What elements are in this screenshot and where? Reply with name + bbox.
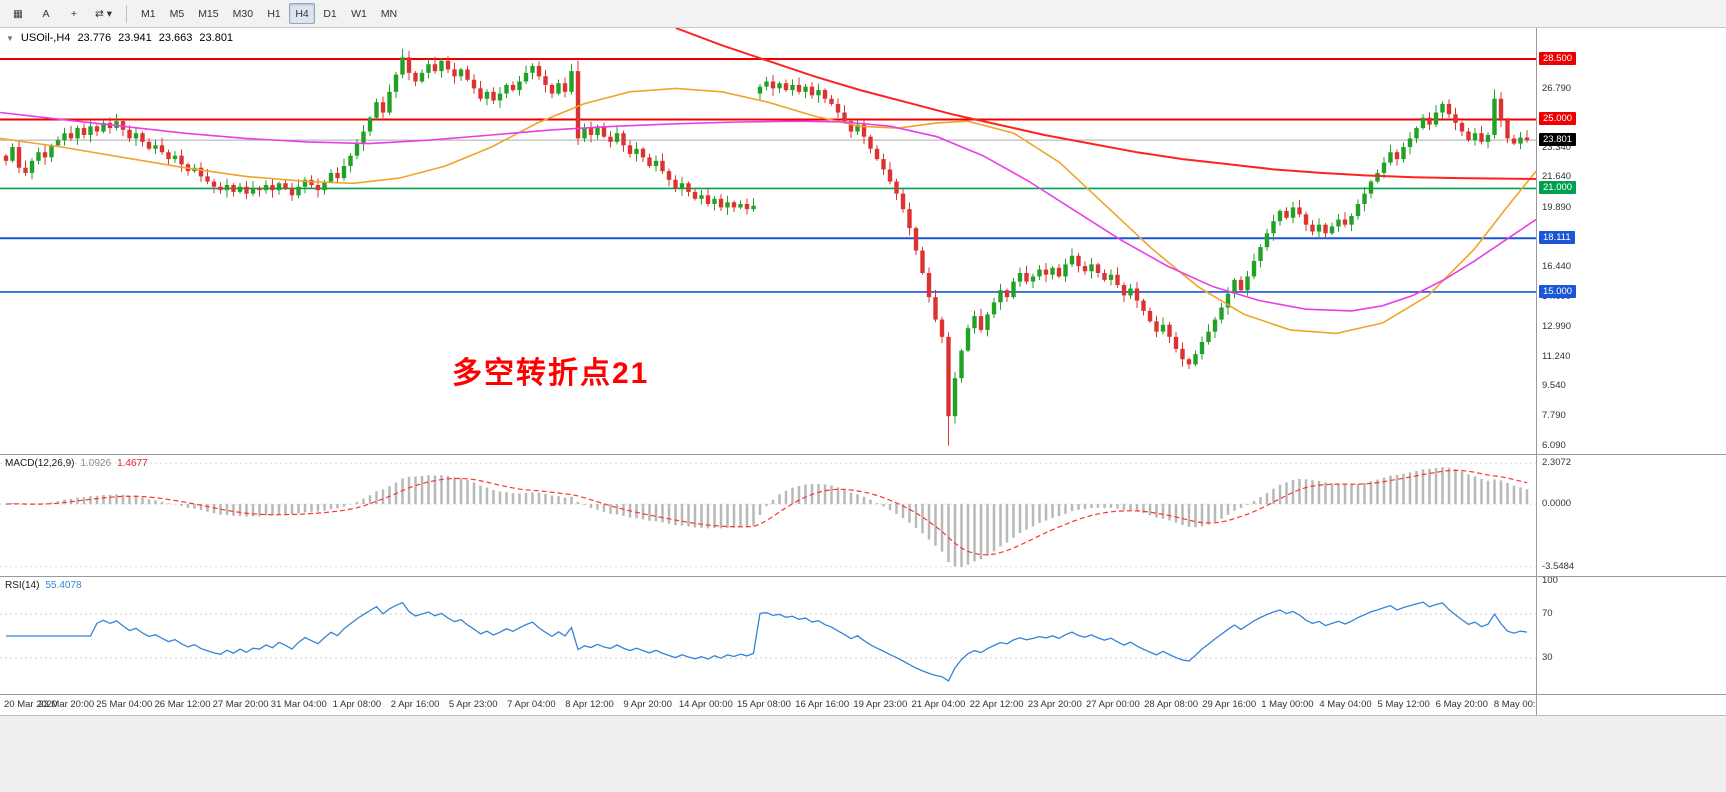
ma-fast-orange [0,87,1536,335]
charts-grid-icon[interactable]: ▦ [13,7,23,20]
axis-tick: 26.790 [1542,82,1572,94]
axis-tick: 19.890 [1542,201,1572,213]
time-axis-label: 5 Apr 23:00 [448,699,498,710]
price-badge: 28.500 [1539,52,1577,66]
price-badge: 15.000 [1539,285,1577,298]
ma-slow-red [675,28,1536,180]
axis-tick: 6.090 [1542,439,1566,451]
price-axis-border [1536,28,1537,715]
ohlc-high: 23.941 [118,32,152,44]
axis-tick: 12.990 [1542,320,1572,332]
ma-mid-magenta [0,111,1536,312]
symbol-header: ▼ USOil-,H4 23.776 23.941 23.663 23.801 [6,32,233,44]
rsi-canvas [0,601,1536,682]
macd-panel[interactable]: MACD(12,26,9) 1.0926 1.4677 [0,455,1536,577]
crosshair-tool[interactable]: + [70,7,78,20]
macd-canvas [0,462,1536,568]
macd-header: MACD(12,26,9) 1.0926 1.4677 [5,458,148,469]
price-badge: 25.000 [1539,112,1577,126]
time-axis-label: 27 Mar 20:00 [212,699,269,710]
axis-tick: 100 [1542,575,1558,586]
axis-tick: 7.790 [1542,410,1566,422]
macd-label: MACD(12,26,9) [5,458,75,469]
axis-tick: 11.240 [1542,350,1571,362]
time-axis-label: 20 Mar 2020 [4,699,58,710]
axis-tick: 9.540 [1542,380,1566,392]
timeframe-h4[interactable]: H4 [289,3,316,24]
macd-main-value: 1.0926 [80,458,112,469]
axis-tick: 30 [1542,652,1553,663]
macd-signal-value: 1.4677 [117,458,148,469]
time-axis-label: 7 Apr 04:00 [507,699,556,710]
timeframe-mn[interactable]: MN [380,7,398,20]
axis-tick: 23.340 [1542,142,1572,154]
axis-tick: 16.440 [1542,261,1572,273]
time-axis-label: 2 Apr 16:00 [390,699,440,710]
time-axis-label: 6 May 20:00 [1435,699,1488,710]
axis-tick: -3.5484 [1542,560,1575,572]
objects-dropdown[interactable]: ⇄ ▾ [95,7,112,20]
rsi-label: RSI(14) [5,580,40,591]
ohlc-close: 23.801 [199,32,234,44]
rsi-header: RSI(14) 55.4078 [5,580,82,591]
rsi-value: 55.4078 [45,580,82,591]
time-axis-label: 8 Apr 12:00 [565,699,614,710]
time-axis-label: 31 Mar 04:00 [270,699,327,710]
time-axis-label: 4 May 04:00 [1319,699,1372,710]
panel-separator [0,694,1726,695]
main-chart-panel[interactable]: ▼ USOil-,H4 23.776 23.941 23.663 23.801 … [0,28,1536,455]
time-axis-label: 16 Apr 16:00 [795,699,850,710]
rsi-panel[interactable]: RSI(14) 55.4078 [0,577,1536,695]
axis-tick: 21.640 [1542,171,1572,183]
text-label-tool[interactable]: A [42,7,50,20]
axis-tick: 0.0000 [1542,498,1572,510]
collapse-arrow-icon[interactable]: ▼ [6,33,14,43]
price-axis[interactable]: 26.79023.34021.64019.89016.44014.69012.9… [1537,28,1726,715]
toolbar-separator [126,4,127,23]
chart-annotation: 多空转折点21 [452,357,650,390]
time-axis-label: 8 May 00:00 [1493,699,1547,710]
panel-separator [0,576,1726,577]
time-axis-label: 15 Apr 08:00 [737,699,791,710]
timeframe-m30[interactable]: M30 [232,7,254,20]
ohlc-low: 23.663 [158,32,193,44]
price-badge: 21.000 [1539,181,1577,195]
timeframe-h1[interactable]: H1 [267,7,281,20]
panel-separator [0,454,1726,455]
time-axis-label: 22 Apr 12:00 [969,699,1024,710]
main-chart-canvas[interactable] [0,28,1536,455]
time-axis-label: 25 Mar 04:00 [96,699,153,710]
time-axis[interactable]: 20 Mar 2020 23 Mar 20:00 25 Mar 04:00 26 Ma… [0,695,1726,715]
price-badge: 18.111 [1539,231,1575,245]
timeframe-d1[interactable]: D1 [323,7,337,20]
symbol-title: USOil-,H4 [20,32,71,44]
time-axis-label: 23 Mar 20:00 [38,699,95,710]
footer-area [0,715,1726,792]
ohlc-open: 23.776 [77,32,112,44]
time-axis-label: 28 Apr 08:00 [1144,699,1199,710]
time-axis-label: 1 Apr 08:00 [332,699,382,710]
time-axis-label: 19 Apr 23:00 [853,699,908,710]
price-badge: 23.801 [1539,133,1577,147]
time-axis-label: 9 Apr 20:00 [623,699,672,710]
time-axis-label: 29 Apr 16:00 [1202,699,1257,710]
time-axis-label: 5 May 12:00 [1377,699,1430,710]
time-axis-label: 27 Apr 00:00 [1085,699,1140,710]
time-axis-label: 14 Apr 00:00 [678,699,733,710]
timeframe-w1[interactable]: W1 [351,7,367,20]
time-axis-label: 21 Apr 04:00 [911,699,966,710]
axis-tick: 2.3072 [1542,457,1572,469]
timeframe-m1[interactable]: M1 [141,7,156,20]
time-axis-label: 1 May 00:00 [1261,699,1314,710]
toolbar-left-tools: ▦ A + ⇄ ▾ [5,3,118,24]
timeframe-buttons: M1 M5 M15 M30 H1 H4 D1 W1 MN [135,3,403,24]
timeframe-m15[interactable]: M15 [198,7,219,20]
axis-tick: 70 [1542,608,1553,619]
timeframe-m5[interactable]: M5 [169,7,185,20]
toolbar: ▦ A + ⇄ ▾ M1 M5 M15 M30 H1 H4 D1 W1 MN [0,0,1726,28]
time-axis-label: 26 Mar 12:00 [154,699,211,710]
time-axis-label: 23 Apr 20:00 [1027,699,1082,710]
